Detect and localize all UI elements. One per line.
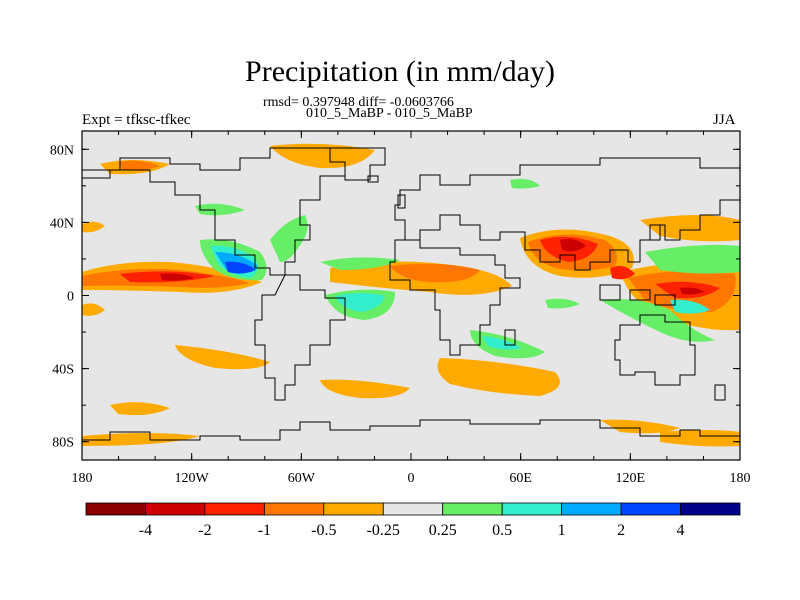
south-indian-ocean-dry — [437, 358, 560, 396]
colorbar-label: -2 — [198, 522, 211, 539]
colorbar-swatch — [85, 502, 146, 516]
south-atlantic-dry — [110, 402, 170, 416]
north-atlantic-dry — [82, 221, 105, 233]
y-tick-label: 80S — [52, 436, 74, 451]
x-tick-label: 0 — [408, 471, 415, 486]
colorbar-swatch — [263, 502, 325, 516]
south-pacific-dry-1 — [175, 345, 270, 370]
arctic-core — [120, 160, 160, 171]
x-tick-label: 180 — [72, 471, 93, 486]
south-asia-red-2 — [610, 266, 635, 280]
colorbar: -4 -2 -1 -0.5 -0.25 0.25 0.5 1 2 4 — [85, 502, 741, 539]
experiment-subtitle: 010_5_MaBP - 010_5_MaBP — [306, 106, 473, 121]
precip-field-layer — [82, 143, 740, 447]
maritime-continent-wet — [600, 299, 715, 342]
y-tick-label: 0 — [67, 290, 74, 305]
south-pacific-dry-2 — [320, 379, 410, 399]
x-tick-label: 60E — [509, 471, 532, 486]
colorbar-swatch — [442, 502, 503, 516]
x-tick-label: 120E — [616, 471, 646, 486]
colorbar-swatch — [323, 502, 384, 516]
madagascar-coast — [504, 329, 516, 346]
east-pacific-max — [160, 273, 195, 281]
y-tick-label: 80N — [50, 143, 74, 158]
north-atlantic-wet — [195, 203, 245, 216]
antarctica-coast — [82, 419, 740, 441]
arctic-dry-2 — [270, 143, 375, 169]
central-america-max — [225, 261, 256, 274]
colorbar-swatch — [561, 502, 622, 516]
iceland-coast — [367, 175, 379, 183]
colorbar-label: -0.5 — [311, 522, 336, 539]
south-asia-max — [560, 238, 586, 252]
colorbar-swatch — [501, 502, 563, 516]
west-pacific-max — [680, 287, 705, 295]
pacific-teal — [670, 299, 710, 314]
africa-coast — [389, 239, 521, 356]
colorbar-label: -0.25 — [367, 522, 400, 539]
colorbar-label: -4 — [139, 522, 152, 539]
level-dark-red — [160, 238, 705, 295]
colorbar-label: 2 — [617, 522, 625, 539]
x-tick-label: 120W — [175, 471, 210, 486]
west-pacific-small-dry — [82, 303, 105, 316]
japan-coast — [649, 224, 661, 241]
rmsd-diff-stats: rmsd= 0.397948 diff= -0.0603766 — [263, 95, 454, 110]
x-tick-label: 60W — [288, 471, 316, 486]
colorbar-swatch — [382, 502, 444, 516]
colorbar-swatch — [620, 502, 681, 516]
atlantic-teal — [335, 293, 385, 312]
season-label: JJA — [713, 112, 736, 128]
south-africa-wet — [545, 298, 580, 309]
colorbar-swatch — [680, 502, 741, 516]
y-tick-label: 40S — [52, 363, 74, 378]
new-zealand-coast — [714, 384, 726, 401]
coastlines — [82, 147, 740, 441]
colorbar-label: 0.5 — [492, 522, 512, 539]
y-tick-label: 40N — [50, 216, 74, 231]
x-tick-label: 180 — [730, 471, 751, 486]
experiment-label: Expt = tfksc-tfkec — [82, 112, 191, 128]
south-america-coast — [254, 274, 346, 401]
colorbar-swatch — [204, 502, 265, 516]
map-title: Precipitation (in mm/day) — [245, 55, 555, 88]
indian-ocean-teal — [482, 336, 522, 350]
britain-coast — [397, 194, 406, 209]
australia-coast — [614, 314, 696, 386]
colorbar-label: 4 — [677, 522, 685, 539]
level-dark-blue — [225, 261, 256, 274]
colorbar-label: -1 — [258, 522, 271, 539]
eurasia-coast — [394, 157, 740, 271]
greenland-coast — [329, 147, 386, 181]
southern-ocean-dry-2 — [82, 433, 200, 446]
tropical-atlantic-wet-band — [320, 257, 400, 270]
colorbar-label: 1 — [558, 522, 566, 539]
sahel-core — [390, 263, 480, 283]
north-pacific-wet — [510, 178, 540, 189]
northwest-pacific-wet — [645, 244, 740, 274]
maritime-continent-coast — [599, 284, 676, 306]
north-america-coast — [82, 147, 346, 276]
southern-ocean-dry-1 — [600, 419, 680, 434]
colorbar-swatch — [145, 502, 206, 516]
map-axes: 180 120W 60W 0 60E 120E 180 80N 40N 0 40S 80S — [50, 131, 751, 486]
colorbar-label: 0.25 — [429, 522, 457, 539]
amazon-atlantic-wet — [270, 215, 308, 262]
